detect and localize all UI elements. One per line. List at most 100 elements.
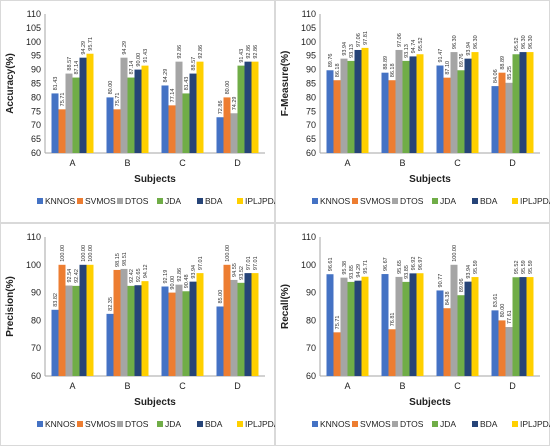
data-label: 77.14 xyxy=(170,89,176,103)
bar-ipljpda-a xyxy=(86,53,94,154)
bar-bda-a xyxy=(79,57,87,154)
bar-jda-c xyxy=(457,70,465,153)
bar-jda-a xyxy=(347,60,355,153)
legend-label-knnos: KNNOS xyxy=(45,196,76,206)
bar-knnos-a xyxy=(326,70,334,153)
x-tick-label-b: B xyxy=(124,158,130,168)
bar-knnos-a xyxy=(51,93,59,153)
bar-ipljpda-a xyxy=(361,47,369,153)
x-axis-label: Subjects xyxy=(409,174,451,185)
legend-label-svmos: SVMOS xyxy=(85,419,116,429)
bar-knnos-c xyxy=(161,286,169,376)
x-tick-label-c: C xyxy=(179,381,186,391)
y-tick-label: 65 xyxy=(306,134,316,144)
data-label: 96.30 xyxy=(452,35,458,49)
data-label: 89.06 xyxy=(459,278,465,292)
data-label: 90.00 xyxy=(170,276,176,290)
bar-svmos-d xyxy=(498,320,506,376)
y-tick-label: 80 xyxy=(306,315,316,325)
legend-swatch-knnos xyxy=(37,198,43,204)
bar-knnos-d xyxy=(491,86,499,153)
bar-dtos-c xyxy=(175,61,183,153)
bar-knnos-c xyxy=(436,290,444,376)
data-label: 95.71 xyxy=(363,260,369,274)
data-label: 93.94 xyxy=(342,42,348,56)
bar-svmos-c xyxy=(168,105,176,153)
data-label: 88.57 xyxy=(67,57,73,71)
bar-bda-b xyxy=(134,69,142,153)
recall-chart-panel: Recall(%) 60 70 80 90 100 110 96.61 75.71 95.38 93… xyxy=(275,223,550,446)
y-tick-label: 90 xyxy=(31,288,41,298)
bar-bda-a xyxy=(354,49,362,153)
data-label: 97.06 xyxy=(356,33,362,47)
y-tick-label: 90 xyxy=(306,65,316,75)
precision-chart-panel: Precision(%) 60 70 80 90 100 110 83.82 100.00 92.… xyxy=(0,223,276,446)
data-label: 98.15 xyxy=(115,253,121,267)
data-label: 97.01 xyxy=(253,256,259,270)
data-label: 100.00 xyxy=(452,245,458,262)
bar-jda-d xyxy=(512,277,520,376)
bar-bda-a xyxy=(354,280,362,376)
x-tick-label-a: A xyxy=(69,158,75,168)
bar-bda-c xyxy=(189,281,197,376)
data-label: 91.47 xyxy=(438,49,444,63)
bar-svmos-d xyxy=(223,97,231,153)
data-label: 84.06 xyxy=(493,69,499,83)
data-label: 96.30 xyxy=(521,35,527,49)
bar-dtos-b xyxy=(120,268,128,376)
bar-svmos-b xyxy=(388,329,396,376)
data-label: 94.74 xyxy=(411,40,417,54)
legend-label-ipljpda: IPLJPDA xyxy=(245,419,276,429)
data-label: 95.52 xyxy=(418,37,424,51)
legend-label-dtos: DTOS xyxy=(400,419,424,429)
legend-swatch-bda xyxy=(197,198,203,204)
data-label: 88.57 xyxy=(191,57,197,71)
data-label: 84.38 xyxy=(445,291,451,305)
legend-swatch-jda xyxy=(432,421,438,427)
data-label: 94.29 xyxy=(81,41,87,55)
data-label: 85.00 xyxy=(218,290,224,304)
data-label: 87.14 xyxy=(129,61,135,75)
y-tick-label: 110 xyxy=(302,9,316,19)
x-tick-label-d: D xyxy=(509,158,516,168)
data-label: 95.65 xyxy=(397,260,403,274)
data-label: 90.00 xyxy=(136,53,142,67)
bar-dtos-a xyxy=(340,277,348,376)
legend-label-knnos: KNNOS xyxy=(45,419,76,429)
data-label: 93.52 xyxy=(239,266,245,280)
x-tick-label-c: C xyxy=(179,158,186,168)
data-label: 87.14 xyxy=(74,61,80,75)
bar-jda-b xyxy=(127,285,135,376)
data-label: 97.01 xyxy=(246,256,252,270)
bar-knnos-a xyxy=(51,309,59,376)
bar-dtos-c xyxy=(450,264,458,376)
legend-swatch-jda xyxy=(432,198,438,204)
data-label: 80.00 xyxy=(500,304,506,318)
bar-ipljpda-a xyxy=(361,276,369,376)
accuracy-chart-panel: Accuracy(%) 60 65 70 75 80 85 90 95 100 105 110 81.4… xyxy=(0,0,276,223)
y-axis-label: Recall(%) xyxy=(280,284,291,329)
bar-knnos-b xyxy=(381,274,389,376)
data-label: 100.00 xyxy=(60,245,66,262)
data-label: 92.86 xyxy=(177,45,183,59)
bar-jda-b xyxy=(402,60,410,153)
bar-bda-c xyxy=(189,73,197,153)
data-label: 96.61 xyxy=(328,257,334,271)
bar-ipljpda-b xyxy=(141,281,149,376)
bar-dtos-d xyxy=(505,82,513,153)
bar-knnos-b xyxy=(106,313,114,376)
x-tick-label-b: B xyxy=(399,158,405,168)
bar-bda-c xyxy=(464,58,472,153)
x-tick-label-c: C xyxy=(454,158,461,168)
y-tick-label: 85 xyxy=(306,79,316,89)
data-label: 80.00 xyxy=(108,81,114,95)
data-label: 93.94 xyxy=(191,265,197,279)
legend-swatch-jda xyxy=(157,198,163,204)
bar-svmos-d xyxy=(498,72,506,153)
f-measure-chart-panel: F-Measure(%) 60 65 70 75 80 85 90 95 100 105 110 89.… xyxy=(275,0,550,223)
y-axis-label: Precision(%) xyxy=(5,276,16,337)
data-label: 93.85 xyxy=(349,265,355,279)
legend-label-knnos: KNNOS xyxy=(320,419,351,429)
data-label: 76.81 xyxy=(390,313,396,327)
